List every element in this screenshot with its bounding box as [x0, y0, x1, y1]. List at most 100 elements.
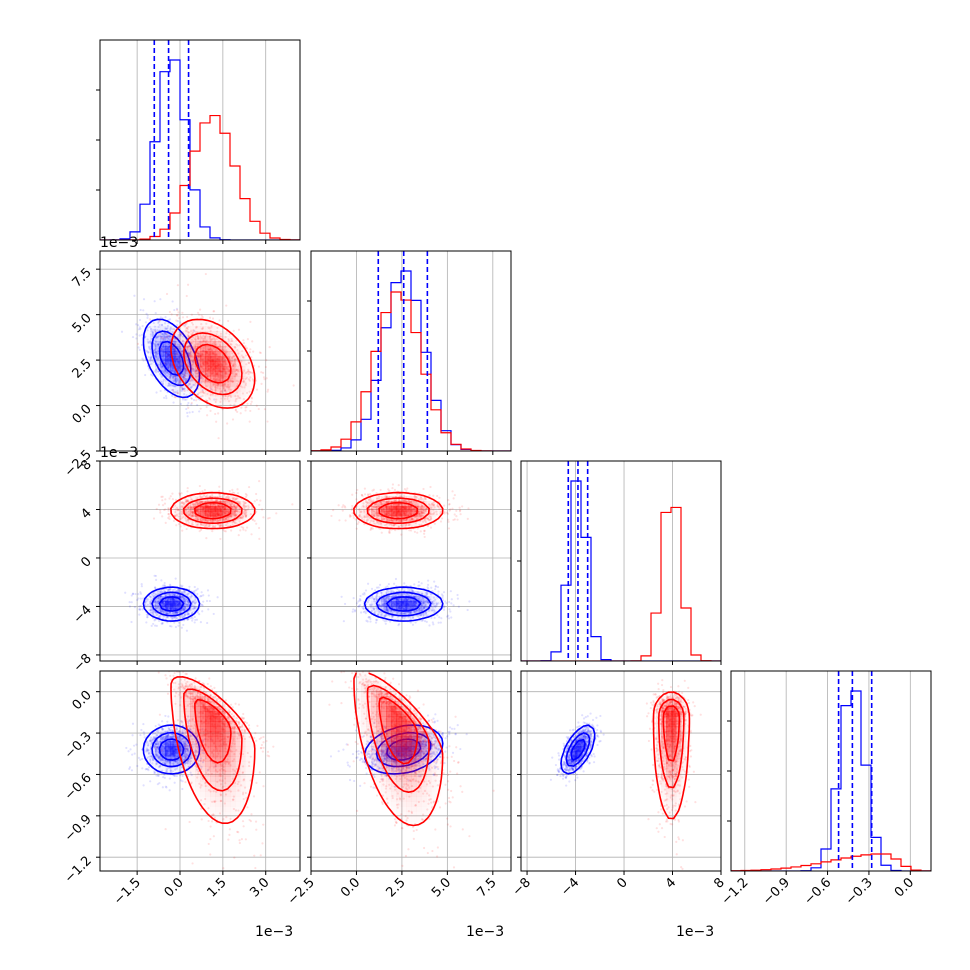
density-cell [215, 376, 221, 382]
scatter-point [164, 498, 167, 501]
scatter-point [163, 508, 166, 512]
scatter-point [141, 333, 144, 336]
scatter-point [172, 390, 175, 393]
scatter-point [247, 485, 251, 489]
scatter-point [149, 333, 152, 336]
density-cell [230, 366, 236, 372]
density-cell [210, 511, 216, 517]
scatter-point [135, 337, 138, 340]
scatter-point [171, 597, 174, 600]
scatter-point [154, 329, 157, 332]
density-cell [210, 376, 216, 382]
scatter-point [440, 593, 444, 596]
scatter-point [187, 600, 190, 603]
scatter-point [169, 495, 172, 498]
density-cell [230, 356, 236, 362]
scatter-point [193, 606, 196, 610]
scatter-point [180, 585, 183, 589]
scatter-point [374, 589, 377, 592]
scatter-point [201, 610, 204, 613]
scatter-point [144, 602, 147, 605]
density-cell [190, 361, 196, 367]
scatter-point [158, 319, 162, 322]
scatter-point [198, 373, 201, 376]
scatter-point [249, 371, 252, 374]
histogram-panel-1 [307, 250, 512, 455]
scatter-point [152, 591, 156, 594]
density-cell [215, 511, 221, 517]
density-cell [150, 606, 156, 612]
scatter-point [363, 591, 366, 595]
density-cell [245, 511, 251, 517]
scatter-point [172, 379, 175, 383]
contour-line [194, 343, 232, 384]
scatter-point [266, 388, 270, 391]
scatter-point [355, 602, 359, 605]
scatter-point [397, 624, 400, 627]
scatter-point [196, 343, 199, 346]
scatter-point [217, 383, 220, 386]
density-cell [180, 516, 186, 522]
density-cell [220, 401, 225, 406]
scatter-point [155, 606, 158, 610]
scatter-point [359, 594, 362, 598]
y-tick-label: −8 [71, 651, 95, 675]
scatter-point [201, 391, 205, 394]
density-cell [220, 356, 226, 362]
density-cell [220, 336, 226, 342]
density-cell [180, 386, 186, 392]
scatter-point [244, 409, 247, 412]
scatter-point [162, 610, 165, 614]
scatter-point [180, 609, 183, 612]
scatter-point [165, 607, 168, 610]
scatter-point [151, 612, 155, 615]
scatter-point [139, 591, 142, 594]
scatter-point [199, 407, 202, 410]
scatter-point [190, 595, 193, 598]
scatter-point [230, 379, 233, 382]
scatter-point [204, 380, 207, 383]
scatter-point [178, 335, 181, 338]
scatter-point [227, 383, 230, 387]
scatter-point [160, 348, 163, 351]
scatter-point [237, 368, 240, 372]
scatter-point [218, 525, 221, 528]
scatter-point [173, 374, 177, 378]
scatter-point [196, 393, 199, 397]
scatter-point [189, 347, 192, 350]
density-cell [175, 346, 181, 352]
scatter-point [176, 309, 179, 312]
scatter-point [179, 589, 182, 592]
scatter-point [186, 600, 189, 603]
scatter-point [173, 391, 176, 394]
scatter-point [174, 611, 177, 615]
scatter-point [191, 363, 195, 366]
density-cell [230, 341, 236, 347]
density-cell [215, 331, 221, 337]
scatter-point [163, 334, 166, 338]
scatter-point [189, 354, 192, 357]
scatter-point [155, 598, 158, 601]
scatter-point [442, 591, 446, 594]
scatter-point [174, 378, 177, 381]
scatter-point [192, 507, 195, 510]
scatter-point [255, 404, 258, 407]
scatter-point [153, 350, 156, 353]
scatter-point [200, 381, 203, 384]
scatter-point [183, 397, 186, 400]
density-cell [245, 371, 251, 377]
scatter-point [183, 373, 186, 376]
scatter-point [202, 346, 205, 350]
scatter-point [168, 364, 172, 367]
density-cell [185, 361, 191, 367]
scatter-point [247, 361, 250, 364]
density-cell [170, 346, 176, 352]
scatter-point [148, 348, 151, 351]
scatter-point [187, 401, 190, 405]
scatter-point [187, 352, 191, 355]
scatter-point [203, 488, 206, 492]
scatter-point [185, 394, 188, 397]
scatter-point [178, 589, 181, 592]
scatter-point [234, 360, 237, 363]
scatter-point [168, 376, 171, 379]
